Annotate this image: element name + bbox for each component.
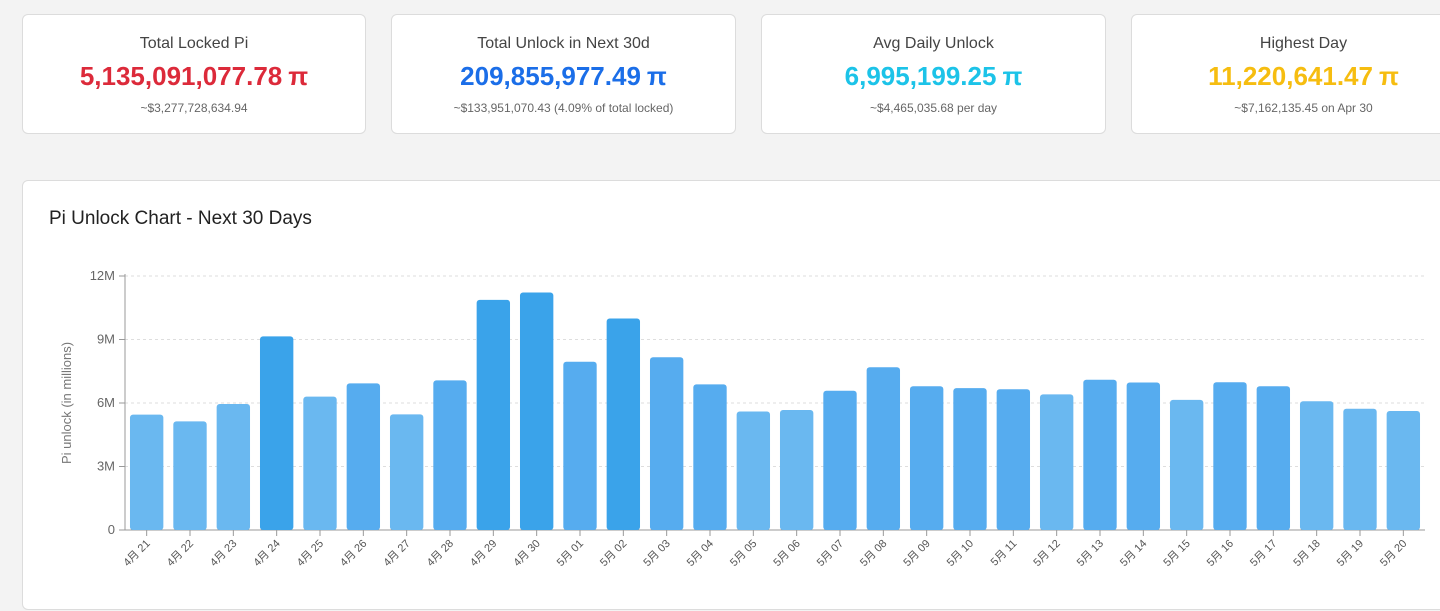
x-tick-label: 5月 03 bbox=[641, 538, 672, 569]
pi-unit: π bbox=[1002, 61, 1023, 91]
stat-card-next-30d: Total Unlock in Next 30d 209,855,977.49 π… bbox=[391, 14, 736, 134]
bar bbox=[1169, 399, 1204, 530]
bar bbox=[563, 361, 597, 530]
bar bbox=[216, 404, 251, 530]
card-label: Avg Daily Unlock bbox=[873, 35, 994, 52]
x-tick-label: 5月 20 bbox=[1378, 538, 1409, 569]
card-subtext: ~$3,277,728,634.94 bbox=[140, 101, 248, 115]
card-label: Total Unlock in Next 30d bbox=[477, 35, 650, 52]
x-tick-label: 4月 26 bbox=[338, 538, 369, 569]
bar bbox=[1386, 411, 1421, 530]
bar bbox=[389, 414, 424, 530]
y-tick-label: 12M bbox=[90, 268, 115, 283]
x-tick-label: 5月 19 bbox=[1335, 538, 1366, 569]
bar bbox=[736, 411, 771, 530]
card-label: Highest Day bbox=[1259, 35, 1348, 52]
x-tick-label: 5月 04 bbox=[685, 538, 716, 569]
x-tick-label: 5月 05 bbox=[728, 538, 759, 569]
x-tick-label: 5月 10 bbox=[945, 538, 976, 569]
bar bbox=[823, 390, 857, 530]
card-label: Total Locked Pi bbox=[139, 35, 249, 52]
x-tick-label: 5月 11 bbox=[989, 538, 1020, 569]
pi-unit: π bbox=[646, 61, 667, 91]
stat-card-avg-daily: Avg Daily Unlock 6,995,199.25 π ~$4,465,0… bbox=[761, 14, 1106, 134]
card-value: 209,855,977.49 π bbox=[392, 60, 735, 92]
y-tick-label: 3M bbox=[97, 459, 115, 474]
x-tick-label: 5月 08 bbox=[858, 538, 889, 569]
x-tick-label: 5月 17 bbox=[1248, 538, 1279, 569]
x-tick-label: 4月 30 bbox=[511, 538, 542, 569]
card-subtext: ~$4,465,035.68 per day bbox=[869, 101, 998, 115]
bar bbox=[1256, 386, 1291, 530]
x-tick-label: 5月 09 bbox=[901, 538, 932, 569]
card-value: 11,220,641.47 π bbox=[1132, 60, 1440, 92]
chart-card: Pi Unlock Chart - Next 30 Days 0 3M 6M 9M 12… bbox=[22, 180, 1440, 610]
bar bbox=[1343, 408, 1377, 530]
bar bbox=[1126, 382, 1161, 530]
y-axis-title: Pi unlock (in millions) bbox=[59, 342, 74, 464]
pi-unit: π bbox=[1378, 61, 1399, 91]
x-tick-label: 5月 12 bbox=[1031, 538, 1062, 569]
x-tick-label: 5月 06 bbox=[771, 538, 802, 569]
y-tick-label: 6M bbox=[97, 395, 115, 410]
bar bbox=[303, 396, 337, 530]
card-value-number: 209,855,977.49 bbox=[460, 61, 641, 91]
x-tick-label: 4月 24 bbox=[251, 538, 282, 569]
bar bbox=[346, 383, 381, 530]
x-tick-label: 5月 01 bbox=[555, 538, 586, 569]
bar bbox=[1299, 401, 1334, 530]
bar bbox=[129, 414, 164, 530]
card-subtext: ~$133,951,070.43 (4.09% of total locked) bbox=[453, 101, 674, 115]
x-tick-label: 4月 25 bbox=[295, 538, 326, 569]
x-tick-label: 5月 18 bbox=[1291, 538, 1322, 569]
x-tick-label: 5月 13 bbox=[1075, 538, 1106, 569]
x-tick-label: 4月 23 bbox=[208, 538, 239, 569]
stat-card-total-locked: Total Locked Pi 5,135,091,077.78 π ~$3,27… bbox=[22, 14, 366, 134]
bar bbox=[606, 318, 641, 530]
bar bbox=[433, 380, 467, 530]
chart-title: Pi Unlock Chart - Next 30 Days bbox=[49, 208, 312, 229]
bar bbox=[519, 292, 554, 530]
stat-card-highest-day: Highest Day 11,220,641.47 π ~$7,162,135.4… bbox=[1131, 14, 1440, 134]
x-tick-label: 4月 22 bbox=[165, 538, 196, 569]
bar bbox=[996, 389, 1031, 530]
bar bbox=[173, 421, 207, 530]
bar bbox=[1039, 394, 1074, 530]
x-tick-label: 5月 14 bbox=[1118, 538, 1149, 569]
y-tick-label: 9M bbox=[97, 332, 115, 347]
card-subtext: ~$7,162,135.45 on Apr 30 bbox=[1234, 101, 1373, 115]
bar bbox=[693, 384, 727, 530]
x-tick-label: 4月 27 bbox=[381, 538, 412, 569]
bar-chart: 0 3M 6M 9M 12M Pi unlock (in millions) 4月 21 4月… bbox=[59, 268, 1425, 569]
y-tick-label: 0 bbox=[108, 522, 115, 537]
bar bbox=[1213, 382, 1247, 530]
bar bbox=[259, 336, 294, 530]
card-value-number: 6,995,199.25 bbox=[844, 61, 997, 91]
bar bbox=[953, 388, 987, 530]
bar bbox=[866, 367, 901, 530]
bar bbox=[476, 299, 511, 530]
x-tick-label: 5月 16 bbox=[1205, 538, 1236, 569]
bar bbox=[649, 357, 684, 530]
x-tick-label: 4月 21 bbox=[121, 538, 152, 569]
x-tick-label: 4月 28 bbox=[425, 538, 456, 569]
card-value: 5,135,091,077.78 π bbox=[23, 60, 365, 92]
x-tick-label: 5月 07 bbox=[815, 538, 846, 569]
card-value-number: 5,135,091,077.78 bbox=[79, 61, 283, 91]
card-value-number: 11,220,641.47 bbox=[1208, 61, 1373, 91]
bar bbox=[909, 386, 944, 530]
x-tick-label: 5月 02 bbox=[598, 538, 629, 569]
card-value: 6,995,199.25 π bbox=[762, 60, 1105, 92]
pi-unit: π bbox=[288, 61, 309, 91]
x-tick-label: 4月 29 bbox=[468, 538, 499, 569]
bar bbox=[779, 409, 814, 530]
bar bbox=[1083, 379, 1117, 530]
x-tick-label: 5月 15 bbox=[1161, 538, 1192, 569]
